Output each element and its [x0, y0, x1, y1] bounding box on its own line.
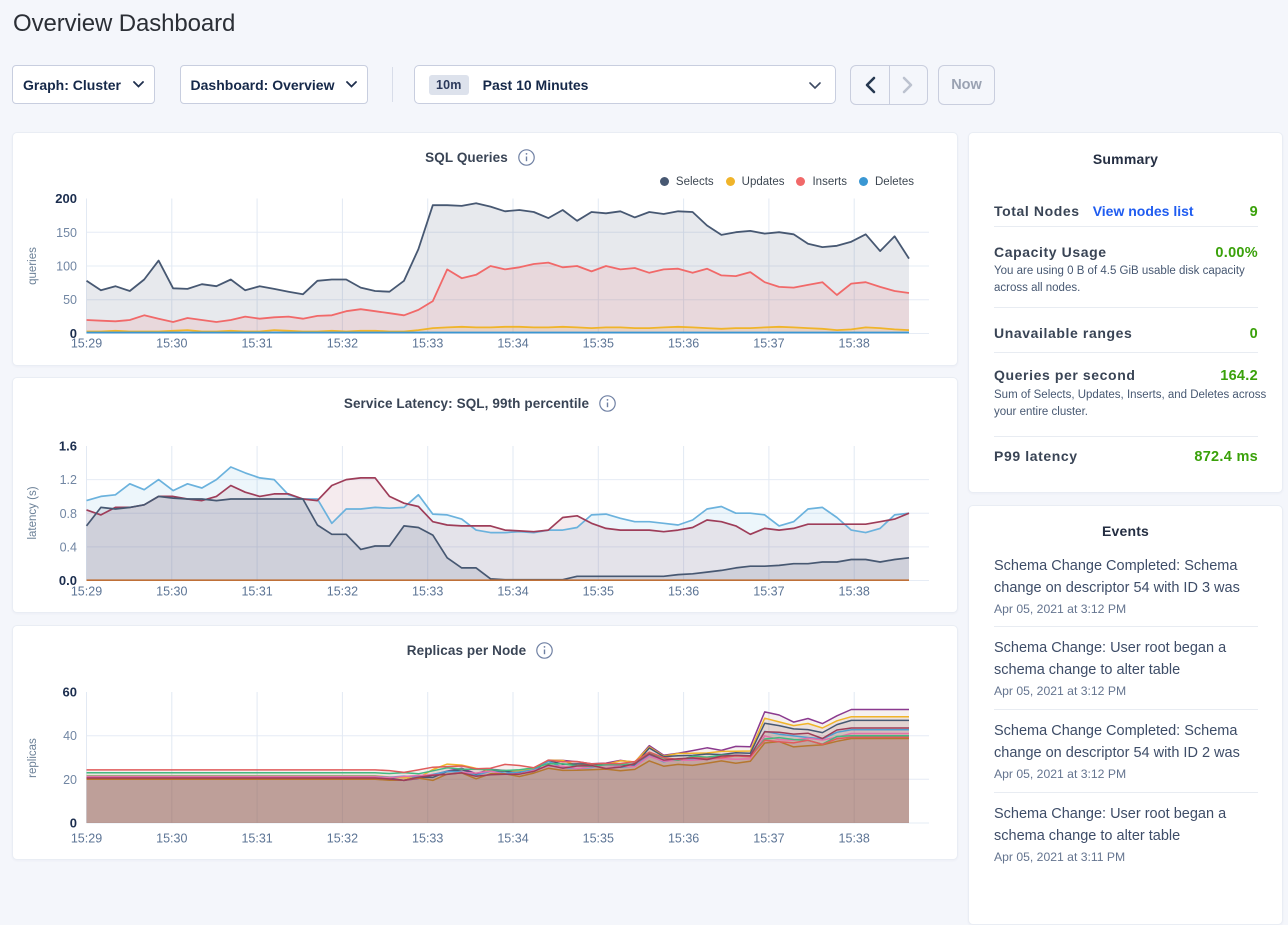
svg-text:15:31: 15:31	[241, 337, 272, 351]
svg-text:0.8: 0.8	[60, 507, 77, 521]
svg-text:15:35: 15:35	[583, 337, 614, 351]
svg-text:0.0: 0.0	[59, 573, 77, 588]
svg-text:40: 40	[63, 729, 77, 743]
svg-text:15:29: 15:29	[71, 337, 102, 351]
svg-text:15:34: 15:34	[497, 337, 528, 351]
svg-text:15:29: 15:29	[71, 585, 102, 599]
svg-text:15:29: 15:29	[71, 832, 102, 846]
svg-text:15:32: 15:32	[327, 337, 358, 351]
svg-text:15:30: 15:30	[156, 585, 187, 599]
svg-text:15:38: 15:38	[839, 337, 870, 351]
svg-text:20: 20	[63, 773, 77, 787]
svg-text:15:36: 15:36	[668, 585, 699, 599]
svg-text:15:31: 15:31	[241, 832, 272, 846]
svg-text:15:32: 15:32	[327, 585, 358, 599]
svg-text:15:30: 15:30	[156, 832, 187, 846]
svg-text:15:35: 15:35	[583, 585, 614, 599]
svg-text:15:37: 15:37	[753, 337, 784, 351]
svg-text:200: 200	[55, 191, 77, 206]
svg-text:0.4: 0.4	[60, 540, 77, 554]
svg-text:15:37: 15:37	[753, 832, 784, 846]
svg-text:15:36: 15:36	[668, 832, 699, 846]
svg-text:1.2: 1.2	[60, 473, 77, 487]
svg-text:15:38: 15:38	[839, 585, 870, 599]
svg-text:15:38: 15:38	[839, 832, 870, 846]
svg-text:15:37: 15:37	[753, 585, 784, 599]
svg-text:latency (s): latency (s)	[27, 486, 39, 539]
svg-text:0: 0	[70, 326, 77, 341]
svg-text:15:31: 15:31	[241, 585, 272, 599]
svg-text:15:33: 15:33	[412, 337, 443, 351]
svg-text:0: 0	[70, 816, 77, 831]
svg-text:60: 60	[63, 685, 77, 700]
svg-text:50: 50	[63, 293, 77, 307]
svg-text:15:30: 15:30	[156, 337, 187, 351]
svg-text:replicas: replicas	[27, 738, 39, 778]
svg-text:15:33: 15:33	[412, 832, 443, 846]
svg-text:1.6: 1.6	[59, 439, 77, 454]
svg-text:15:36: 15:36	[668, 337, 699, 351]
svg-text:100: 100	[56, 260, 77, 274]
svg-text:15:35: 15:35	[583, 832, 614, 846]
svg-text:150: 150	[56, 226, 77, 240]
svg-text:15:34: 15:34	[497, 585, 528, 599]
svg-text:15:34: 15:34	[497, 832, 528, 846]
svg-text:15:33: 15:33	[412, 585, 443, 599]
svg-text:queries: queries	[27, 247, 39, 285]
svg-text:15:32: 15:32	[327, 832, 358, 846]
